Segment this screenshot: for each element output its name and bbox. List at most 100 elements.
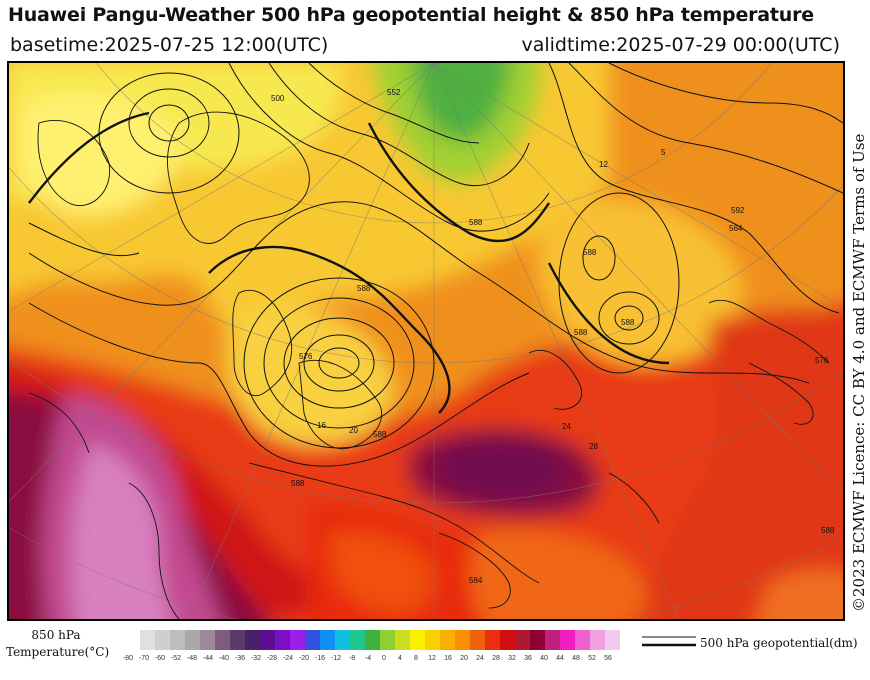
colorbar-tick-label: -4: [364, 655, 372, 662]
coastlines: [28, 111, 830, 619]
contour-label: 588: [357, 284, 371, 293]
colorbar-swatch: [545, 630, 560, 650]
colorbar-tick-label: 4: [398, 655, 402, 662]
colorbar-tick-label: 12: [428, 655, 436, 662]
colorbar-swatch: [275, 630, 290, 650]
colorbar-tick-label: 44: [556, 655, 564, 662]
colorbar-tick-label: 20: [460, 655, 468, 662]
chart-title: Huawei Pangu-Weather 500 hPa geopotentia…: [8, 4, 814, 26]
colorbar-tick-label: -36: [234, 655, 246, 662]
colorbar-swatch: [230, 630, 245, 650]
contour-labels: 500 552 588 12 576 5 588 588 588 592 576…: [271, 88, 835, 585]
colorbar-swatch: [425, 630, 440, 650]
colorbar-tick-label: -40: [218, 655, 230, 662]
temperature-legend-line2: Temperature(°C): [6, 645, 110, 659]
colorbar-ticks: -80 -70 -60 -52 -48 -44 -40 -36 -32 -28 -24 -20 -16-…: [118, 655, 618, 667]
temperature-legend-line1: 850 hPa: [31, 628, 81, 642]
geopotential-contours: [28, 63, 843, 467]
colorbar-swatch: [575, 630, 590, 650]
contour-label: 28: [589, 442, 598, 451]
colorbar-swatch: [155, 630, 170, 650]
contour-label: 588: [574, 328, 588, 337]
contour-label: 592: [731, 206, 745, 215]
colorbar-swatch: [335, 630, 350, 650]
contour-line-legend-label: 500 hPa geopotential(dm): [700, 636, 858, 650]
contour-label: 500: [271, 94, 285, 103]
colorbar-swatch: [590, 630, 605, 650]
colorbar-swatch: [260, 630, 275, 650]
colorbar-swatch: [170, 630, 185, 650]
temperature-field: [9, 63, 843, 619]
colorbar-tick-label: -60: [154, 655, 166, 662]
contour-label: 584: [469, 576, 483, 585]
map-canvas: 500 552 588 12 576 5 588 588 588 592 576…: [9, 63, 843, 619]
colorbar-swatch: [515, 630, 530, 650]
colorbar-swatch: [410, 630, 425, 650]
contour-label: 24: [562, 422, 571, 431]
contour-label: 588: [621, 318, 635, 327]
colorbar-tick-label: -16: [314, 655, 326, 662]
colorbar-swatch: [140, 630, 155, 650]
colorbar-tick-label: 28: [492, 655, 500, 662]
colorbar-swatch: [305, 630, 320, 650]
colorbar-swatch: [200, 630, 215, 650]
colorbar-tick-label: 8: [414, 655, 418, 662]
colorbar-swatch: [455, 630, 470, 650]
colorbar-tick-label: 40: [540, 655, 548, 662]
contour-label: 588: [469, 218, 483, 227]
colorbar-swatch: [215, 630, 230, 650]
colorbar-tick-label: 48: [572, 655, 580, 662]
colorbar-swatch: [530, 630, 545, 650]
basetime-label: basetime:2025-07-25 12:00(UTC): [10, 34, 329, 56]
contour-label: 16: [317, 421, 326, 430]
colorbar-tick-label: -8: [348, 655, 356, 662]
colorbar-tick-label: -48: [186, 655, 198, 662]
colorbar-swatch: [320, 630, 335, 650]
colorbar-swatch: [245, 630, 260, 650]
contour-label: 588: [291, 479, 305, 488]
colorbar-tick-label: -70: [138, 655, 150, 662]
colorbar-swatch: [605, 630, 620, 650]
contour-label: 588: [821, 526, 835, 535]
colorbar-tick-label: -12: [330, 655, 342, 662]
contour-label: 576: [815, 356, 829, 365]
colorbar-tick-label: 52: [588, 655, 596, 662]
temperature-colorbar: [140, 630, 620, 650]
validtime-label: validtime:2025-07-29 00:00(UTC): [521, 34, 840, 56]
contour-label: 20: [349, 426, 358, 435]
colorbar-tick-label: -80: [122, 655, 134, 662]
colorbar-swatch: [440, 630, 455, 650]
colorbar-tick-label: -44: [202, 655, 214, 662]
colorbar-swatch: [350, 630, 365, 650]
contour-label: 576: [299, 352, 313, 361]
contour-label: 552: [387, 88, 401, 97]
colorbar-tick-label: 16: [444, 655, 452, 662]
colorbar-swatch: [395, 630, 410, 650]
contour-label: 588: [583, 248, 597, 257]
colorbar-swatch: [470, 630, 485, 650]
colorbar-tick-label: -24: [282, 655, 294, 662]
colorbar-swatch: [185, 630, 200, 650]
contour-label: 564: [729, 224, 743, 233]
colorbar-tick-label: 32: [508, 655, 516, 662]
colorbar-swatch: [365, 630, 380, 650]
colorbar-tick-label: -52: [170, 655, 182, 662]
colorbar-tick-label: -28: [266, 655, 278, 662]
colorbar-tick-label: 0: [382, 655, 386, 662]
colorbar-swatch: [290, 630, 305, 650]
colorbar-tick-label: 36: [524, 655, 532, 662]
temperature-legend-label: 850 hPa Temperature(°C): [6, 627, 110, 661]
contour-label: 5: [661, 148, 666, 157]
contour-label: 588: [373, 430, 387, 439]
colorbar-tick-label: 56: [604, 655, 612, 662]
weather-map: 500 552 588 12 576 5 588 588 588 592 576…: [7, 61, 845, 621]
contour-line-legend: [642, 636, 696, 647]
colorbar-swatch: [560, 630, 575, 650]
colorbar-tick-label: 24: [476, 655, 484, 662]
colorbar-swatch: [500, 630, 515, 650]
colorbar-tick-label: -32: [250, 655, 262, 662]
colorbar-swatch: [380, 630, 395, 650]
licence-text: ©2023 ECMWF Licence: CC BY 4.0 and ECMWF…: [850, 133, 868, 612]
contour-label: 12: [599, 160, 608, 169]
geopotential-thick-contours: [28, 111, 670, 414]
